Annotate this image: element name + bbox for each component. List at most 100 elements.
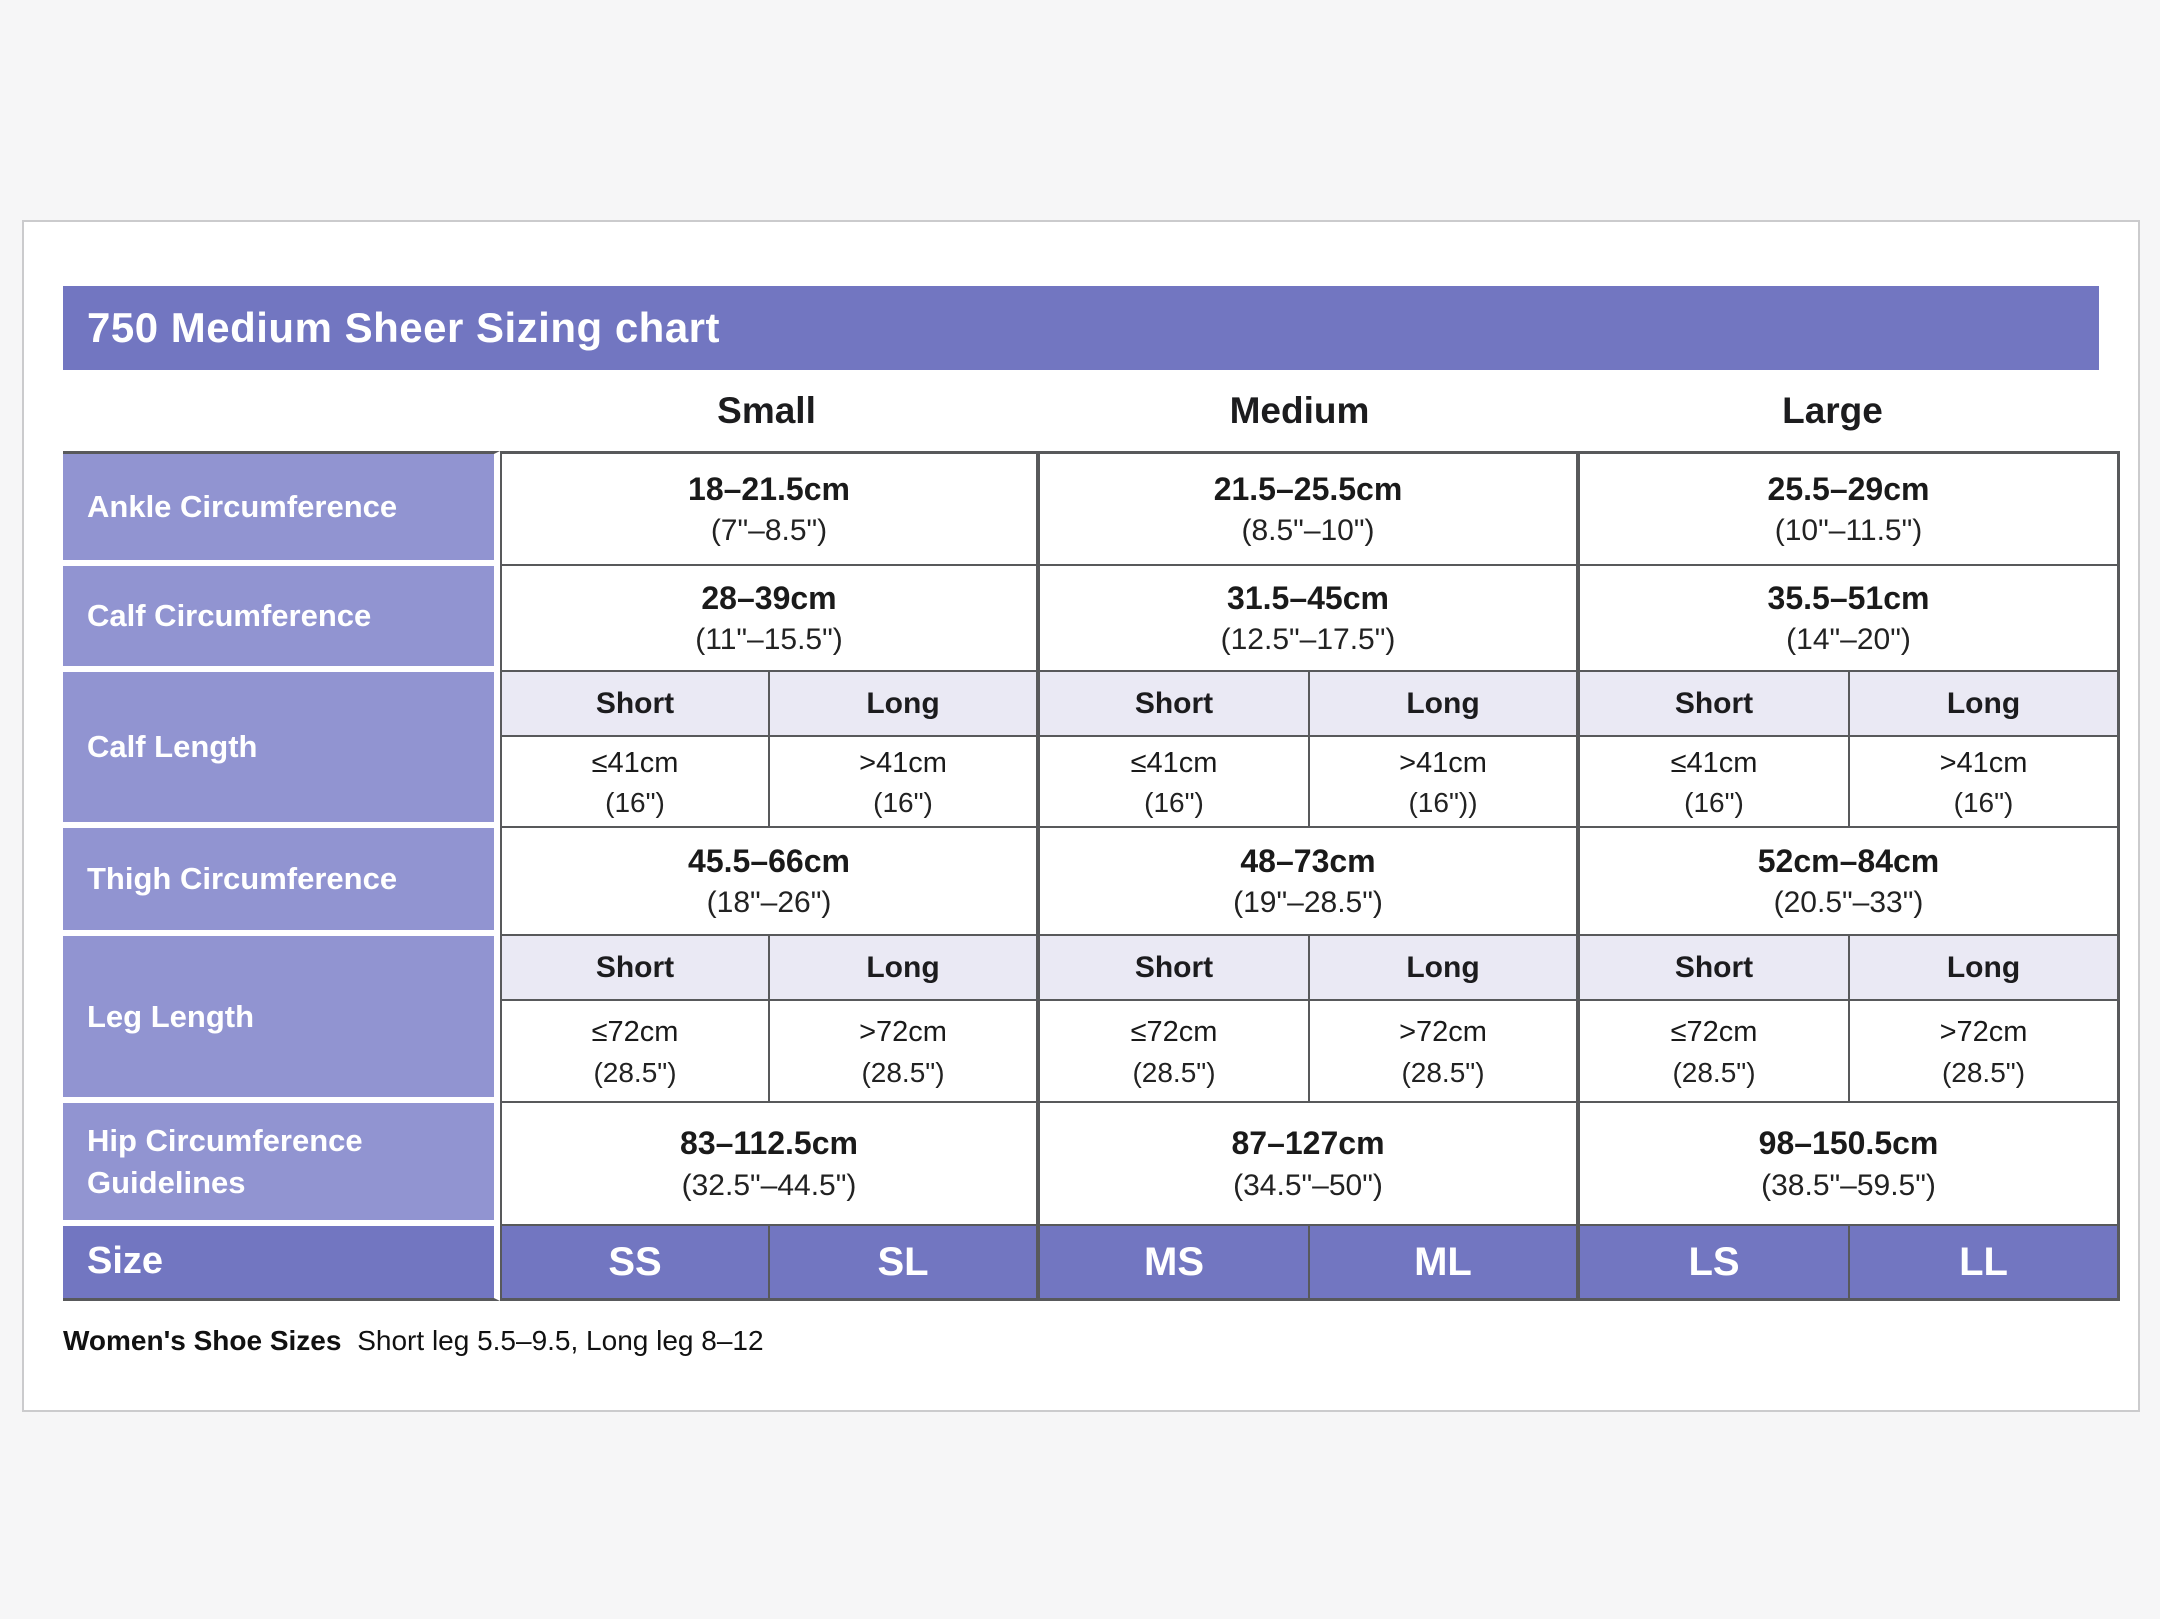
cell-ankle-medium-cm: 21.5–25.5cm	[1213, 470, 1403, 507]
cell-calflength-ss-in: (16")	[605, 787, 665, 819]
cell-calflength-sl-in: (16")	[873, 787, 933, 819]
cell-calfcirc-small-cm: 28–39cm	[701, 579, 837, 616]
cell-thigh-large-cm: 52cm–84cm	[1757, 842, 1940, 879]
cell-calfcirc-small-in: (11"–15.5")	[695, 623, 843, 657]
cell-ankle-medium-in: (8.5"–10")	[1241, 514, 1375, 548]
cell-ankle-large-cm: 25.5–29cm	[1767, 470, 1930, 507]
calf-length-header-medium-long: Long	[1310, 672, 1580, 737]
cell-calfcirc-medium: 31.5–45cm (12.5"–17.5")	[1040, 566, 1580, 672]
cell-calflength-ll: >41cm (16")	[1850, 737, 2120, 828]
chart-title-bar: 750 Medium Sheer Sizing chart	[63, 286, 2099, 370]
cell-calflength-ms-in: (16")	[1144, 787, 1204, 819]
row-label-calf-circumference: Calf Circumference	[63, 566, 500, 672]
cell-calflength-ll-cm: >41cm	[1939, 746, 2028, 779]
cell-calflength-ml-in: (16"))	[1408, 787, 1478, 819]
cell-thigh-small-in: (18"–26")	[706, 886, 832, 920]
cell-thigh-medium-in: (19"–28.5")	[1233, 886, 1383, 920]
cell-leglength-ml-cm: >72cm	[1399, 1016, 1487, 1049]
cell-leglength-ml-in: (28.5")	[1401, 1056, 1485, 1088]
cell-calflength-ls-in: (16")	[1684, 787, 1744, 819]
calf-length-header-small-short: Short	[500, 672, 770, 737]
cell-calflength-ls-cm: ≤41cm	[1670, 746, 1758, 779]
cell-leglength-sl: >72cm (28.5")	[770, 1001, 1040, 1103]
cell-hip-large-cm: 98–150.5cm	[1758, 1125, 1939, 1162]
cell-leglength-ml: >72cm (28.5")	[1310, 1001, 1580, 1103]
cell-size-ss: SS	[500, 1226, 770, 1301]
cell-leglength-sl-in: (28.5")	[861, 1056, 945, 1088]
cell-calfcirc-large-cm: 35.5–51cm	[1767, 579, 1930, 616]
cell-calflength-ll-in: (16")	[1953, 787, 2014, 819]
cell-ankle-large: 25.5–29cm (10"–11.5")	[1580, 451, 2120, 566]
cell-hip-large-in: (38.5"–59.5")	[1761, 1168, 1936, 1202]
cell-hip-medium-in: (34.5"–50")	[1233, 1168, 1383, 1202]
cell-calfcirc-small: 28–39cm (11"–15.5")	[500, 566, 1040, 672]
cell-calflength-ss: ≤41cm (16")	[500, 737, 770, 828]
cell-size-ls: LS	[1580, 1226, 1850, 1301]
cell-calflength-sl: >41cm (16")	[770, 737, 1040, 828]
leg-length-header-medium-short: Short	[1040, 936, 1310, 1001]
cell-ankle-small-cm: 18–21.5cm	[688, 470, 850, 507]
cell-calfcirc-large: 35.5–51cm (14"–20")	[1580, 566, 2120, 672]
size-group-header-small: Small	[717, 389, 816, 431]
cell-leglength-ss: ≤72cm (28.5")	[500, 1001, 770, 1103]
cell-thigh-medium: 48–73cm (19"–28.5")	[1040, 828, 1580, 936]
chart-title: 750 Medium Sheer Sizing chart	[87, 304, 721, 351]
row-label-thigh-circumference: Thigh Circumference	[63, 828, 500, 936]
row-label-leg-length: Leg Length	[63, 936, 500, 1103]
cell-leglength-ls-cm: ≤72cm	[1670, 1016, 1758, 1049]
cell-hip-medium-cm: 87–127cm	[1231, 1125, 1385, 1162]
cell-thigh-small: 45.5–66cm (18"–26")	[500, 828, 1040, 936]
cell-calflength-ss-cm: ≤41cm	[591, 746, 679, 779]
cell-leglength-ll-in: (28.5")	[1941, 1056, 2026, 1088]
cell-size-ll: LL	[1850, 1226, 2120, 1301]
cell-thigh-small-cm: 45.5–66cm	[688, 842, 850, 879]
cell-leglength-ms-in: (28.5")	[1132, 1056, 1216, 1088]
cell-calflength-ml-cm: >41cm	[1399, 746, 1487, 779]
row-label-size: Size	[63, 1226, 500, 1301]
row-label-calf-length: Calf Length	[63, 672, 500, 828]
cell-calflength-ls: ≤41cm (16")	[1580, 737, 1850, 828]
cell-thigh-medium-cm: 48–73cm	[1240, 842, 1376, 879]
sizing-chart-card: 750 Medium Sheer Sizing chart Small Medi…	[22, 220, 2140, 1412]
cell-hip-small-cm: 83–112.5cm	[680, 1125, 858, 1162]
cell-leglength-ss-in: (28.5")	[593, 1056, 677, 1088]
calf-length-header-medium-short: Short	[1040, 672, 1310, 737]
leg-length-header-medium-long: Long	[1310, 936, 1580, 1001]
leg-length-header-large-long: Long	[1850, 936, 2120, 1001]
cell-calflength-sl-cm: >41cm	[859, 746, 947, 779]
footnote-text: Short leg 5.5–9.5, Long leg 8–12	[357, 1325, 764, 1356]
leg-length-header-small-long: Long	[770, 936, 1040, 1001]
cell-leglength-ls: ≤72cm (28.5")	[1580, 1001, 1850, 1103]
cell-leglength-ll: >72cm (28.5")	[1850, 1001, 2120, 1103]
size-group-header-medium: Medium	[1229, 389, 1370, 431]
cell-leglength-ms-cm: ≤72cm	[1130, 1016, 1218, 1049]
cell-leglength-ms: ≤72cm (28.5")	[1040, 1001, 1310, 1103]
cell-hip-small-in: (32.5"–44.5")	[681, 1168, 857, 1202]
cell-ankle-small-in: (7"–8.5")	[710, 514, 828, 548]
cell-size-ml: ML	[1310, 1226, 1580, 1301]
calf-length-header-large-short: Short	[1580, 672, 1850, 737]
cell-thigh-large: 52cm–84cm (20.5"–33")	[1580, 828, 2120, 936]
cell-hip-small: 83–112.5cm (32.5"–44.5")	[500, 1103, 1040, 1226]
cell-calfcirc-medium-in: (12.5"–17.5")	[1220, 623, 1396, 657]
row-label-hip-circumference-guidelines: Hip Circumference Guidelines	[63, 1103, 500, 1226]
cell-ankle-large-in: (10"–11.5")	[1774, 514, 1923, 548]
cell-calfcirc-medium-cm: 31.5–45cm	[1227, 579, 1389, 616]
calf-length-header-large-long: Long	[1850, 672, 2120, 737]
cell-thigh-large-in: (20.5"–33")	[1773, 886, 1924, 920]
leg-length-header-large-short: Short	[1580, 936, 1850, 1001]
cell-leglength-ss-cm: ≤72cm	[591, 1016, 679, 1049]
calf-length-header-small-long: Long	[770, 672, 1040, 737]
cell-calflength-ms-cm: ≤41cm	[1130, 746, 1218, 779]
cell-ankle-small: 18–21.5cm (7"–8.5")	[500, 451, 1040, 566]
leg-length-header-small-short: Short	[500, 936, 770, 1001]
sizing-table: Ankle Circumference 18–21.5cm (7"–8.5") …	[63, 451, 2120, 1301]
cell-calflength-ms: ≤41cm (16")	[1040, 737, 1310, 828]
cell-ankle-medium: 21.5–25.5cm (8.5"–10")	[1040, 451, 1580, 566]
cell-size-sl: SL	[770, 1226, 1040, 1301]
size-group-header-large: Large	[1782, 389, 1883, 431]
cell-size-ms: MS	[1040, 1226, 1310, 1301]
cell-calfcirc-large-in: (14"–20")	[1786, 623, 1911, 657]
cell-leglength-ll-cm: >72cm	[1939, 1016, 2028, 1049]
cell-hip-large: 98–150.5cm (38.5"–59.5")	[1580, 1103, 2120, 1226]
